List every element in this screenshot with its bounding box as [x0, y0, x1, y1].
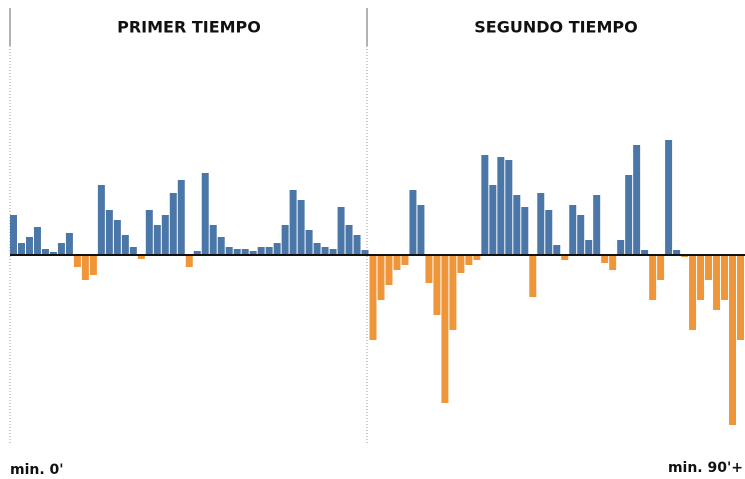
bar	[409, 190, 417, 255]
bar	[177, 180, 185, 255]
bar	[81, 255, 89, 280]
bar	[433, 255, 441, 315]
bar	[393, 255, 401, 270]
bar	[585, 240, 593, 255]
bar	[737, 255, 744, 340]
bar	[329, 249, 337, 255]
bar	[649, 255, 657, 300]
bar	[449, 255, 457, 330]
bar	[425, 255, 433, 283]
x-start-label: min. 0'	[10, 462, 64, 478]
bar	[137, 255, 145, 259]
bar	[721, 255, 729, 300]
bar	[113, 220, 121, 255]
bar	[401, 255, 409, 265]
bar	[281, 225, 289, 255]
bar	[673, 250, 681, 255]
bar	[33, 227, 41, 255]
bar	[217, 237, 225, 255]
bar	[161, 215, 169, 255]
bar	[73, 255, 81, 267]
bar	[273, 243, 281, 255]
bar	[513, 195, 521, 255]
bar	[465, 255, 473, 265]
bar	[713, 255, 721, 310]
bar	[65, 233, 73, 255]
bar	[705, 255, 713, 280]
bar	[369, 255, 377, 340]
bar	[505, 160, 513, 255]
bar	[617, 240, 625, 255]
bar	[209, 225, 217, 255]
bar	[609, 255, 617, 270]
bar	[241, 249, 249, 255]
bar	[497, 157, 505, 255]
bar	[129, 247, 137, 255]
bar	[89, 255, 97, 275]
bar	[537, 193, 545, 255]
bar	[689, 255, 697, 330]
bar	[145, 210, 153, 255]
bar	[97, 185, 105, 255]
bar	[361, 250, 369, 255]
bar	[473, 255, 481, 260]
bar	[313, 243, 321, 255]
bar	[321, 247, 329, 255]
bar	[353, 235, 361, 255]
bar	[345, 225, 353, 255]
bar	[729, 255, 737, 425]
bar	[105, 210, 113, 255]
bar	[25, 237, 33, 255]
bar	[569, 205, 577, 255]
bar	[57, 243, 65, 255]
bar	[601, 255, 609, 263]
bar	[377, 255, 385, 300]
panel-title: SEGUNDO TIEMPO	[474, 18, 637, 37]
bar	[289, 190, 297, 255]
bar	[665, 140, 673, 255]
bar	[185, 255, 193, 267]
bar	[10, 215, 17, 255]
bar	[233, 249, 241, 255]
bar	[593, 195, 601, 255]
bar	[257, 247, 265, 255]
bar	[553, 245, 561, 255]
bar	[225, 247, 233, 255]
bar	[305, 230, 313, 255]
bar	[441, 255, 449, 403]
bar	[641, 250, 649, 255]
bar	[17, 243, 25, 255]
bar	[577, 215, 585, 255]
bar	[633, 145, 641, 255]
bar	[457, 255, 465, 273]
bar	[481, 155, 489, 255]
x-end-label: min. 90'+	[668, 460, 743, 476]
bar	[153, 225, 161, 255]
bar	[697, 255, 705, 300]
bar	[169, 193, 177, 255]
bar	[201, 173, 209, 255]
bar	[41, 249, 49, 255]
bar	[265, 247, 273, 255]
bar	[49, 252, 57, 255]
bar	[489, 185, 497, 255]
bar	[297, 200, 305, 255]
bar	[657, 255, 665, 280]
bar	[625, 175, 633, 255]
bar	[529, 255, 537, 297]
bar	[521, 207, 529, 255]
bar	[249, 251, 257, 255]
bar	[417, 205, 425, 255]
bar	[121, 235, 129, 255]
panel-title: PRIMER TIEMPO	[117, 18, 261, 37]
bar	[385, 255, 393, 285]
bar	[337, 207, 345, 255]
bar	[561, 255, 569, 260]
bar	[545, 210, 553, 255]
bar	[193, 251, 201, 255]
